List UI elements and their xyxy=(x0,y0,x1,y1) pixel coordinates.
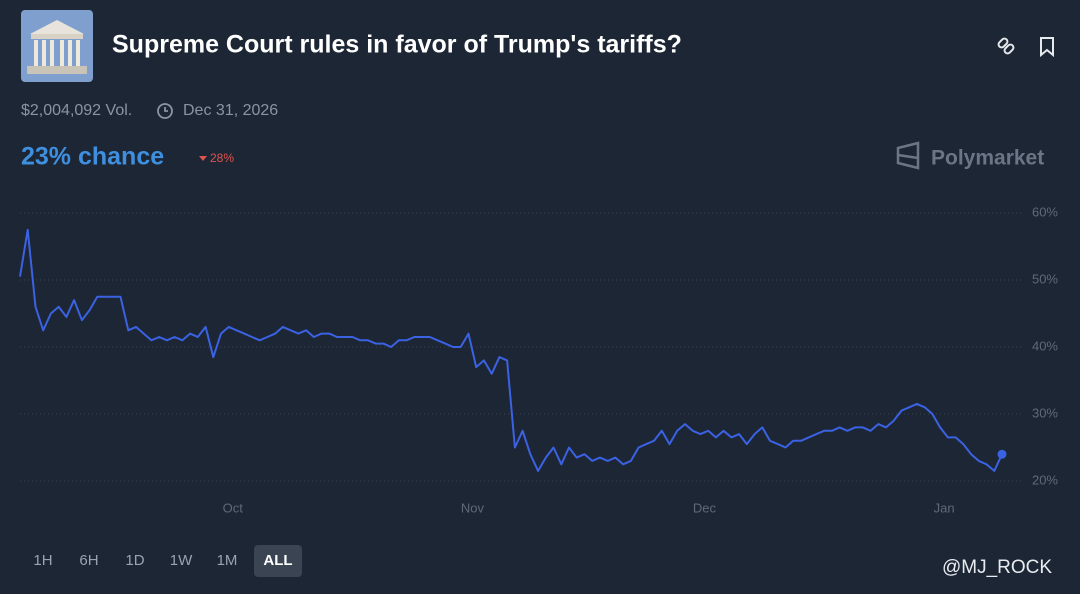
end-date: Dec 31, 2026 xyxy=(183,102,278,119)
brand: Polymarket xyxy=(931,147,1044,170)
clock-hands xyxy=(164,107,168,112)
chance: 23% chance xyxy=(21,143,164,171)
range-button[interactable]: 6H xyxy=(79,552,98,569)
range-button-active[interactable] xyxy=(254,545,302,577)
brand-logo xyxy=(896,141,920,170)
chart: 20% 30% 40% 50% 60% Oct Nov Dec Jan xyxy=(19,204,1058,515)
bookmark-icon[interactable] xyxy=(1040,37,1054,58)
y-tick-label: 60% xyxy=(1032,204,1058,219)
range-buttons: 1H 6H 1D 1W 1M ALL xyxy=(33,545,302,577)
market-title: Supreme Court rules in favor of Trump's … xyxy=(112,31,682,59)
last-point xyxy=(997,449,1007,459)
price-line xyxy=(19,228,1003,472)
range-button[interactable]: 1M xyxy=(217,552,238,569)
y-tick-label: 40% xyxy=(1032,338,1058,353)
x-tick-label: Oct xyxy=(223,500,244,515)
watermark: @MJ_ROCK xyxy=(942,557,1052,578)
volume: $2,004,092 Vol. xyxy=(21,102,132,119)
down-arrow xyxy=(199,156,207,161)
y-tick-label: 20% xyxy=(1032,472,1058,487)
range-button[interactable]: 1H xyxy=(33,552,52,569)
x-tick-label: Jan xyxy=(934,500,955,515)
change: 28% xyxy=(210,151,234,165)
y-tick-label: 30% xyxy=(1032,405,1058,420)
y-tick-label: 50% xyxy=(1032,271,1058,286)
x-tick-label: Nov xyxy=(461,500,485,515)
link-icon[interactable] xyxy=(997,37,1015,55)
range-button[interactable]: 1W xyxy=(170,552,193,569)
range-button[interactable]: 1D xyxy=(125,552,144,569)
clock-icon xyxy=(157,103,173,119)
range-button[interactable]: ALL xyxy=(263,552,292,569)
x-tick-label: Dec xyxy=(693,500,717,515)
market-image xyxy=(21,10,93,82)
